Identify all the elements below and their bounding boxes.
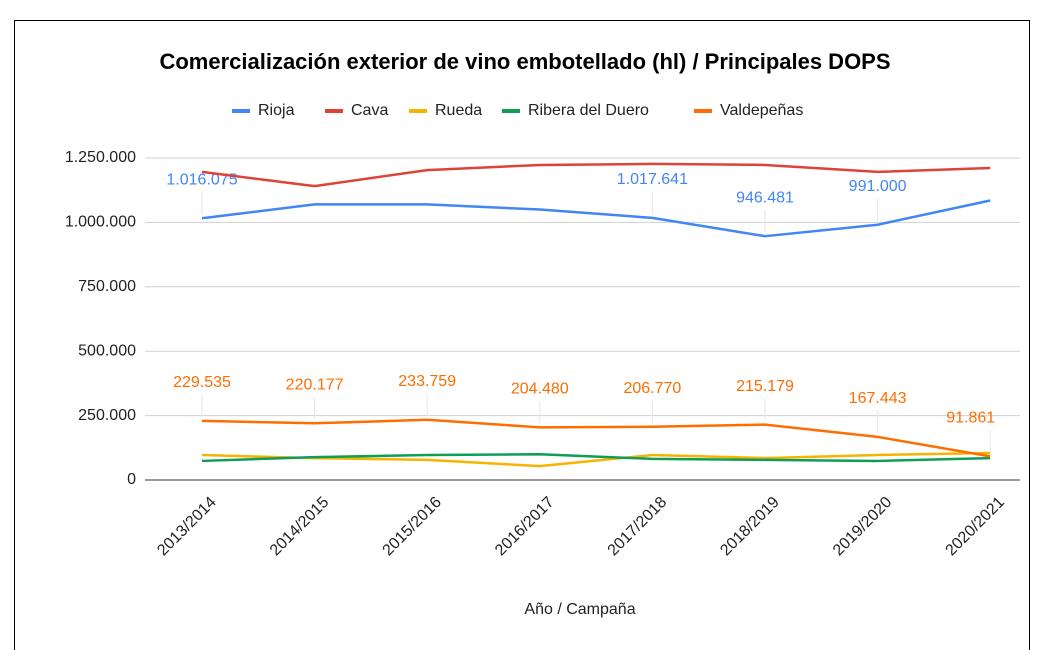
data-label: 233.759 [398, 373, 456, 390]
y-tick-label: 750.000 [78, 278, 136, 295]
legend-label: Rioja [258, 102, 295, 119]
data-label: 991.000 [849, 178, 907, 195]
data-label: 206.770 [623, 380, 681, 397]
y-tick-label: 250.000 [78, 407, 136, 424]
x-tick-label: 2013/2014 [154, 494, 220, 560]
x-tick-label: 2020/2021 [943, 494, 1009, 560]
legend-label: Cava [351, 102, 388, 119]
y-tick-label: 1.250.000 [65, 149, 136, 166]
series-line [201, 451, 991, 468]
x-tick-label: 2018/2019 [717, 494, 783, 560]
data-label: 1.016.075 [166, 171, 237, 188]
legend-label: Ribera del Duero [528, 102, 649, 119]
legend-label: Rueda [435, 102, 482, 119]
chart-title: Comercialización exterior de vino embote… [159, 49, 890, 74]
series-line [201, 199, 991, 238]
legend-label: Valdepeñas [720, 102, 803, 119]
data-label: 215.179 [736, 378, 794, 395]
data-label: 167.443 [849, 390, 907, 407]
x-tick-label: 2017/2018 [605, 494, 671, 560]
data-label: 1.017.641 [617, 171, 688, 188]
x-axis-label: Año / Campaña [524, 601, 635, 618]
x-tick-label: 2016/2017 [492, 494, 558, 560]
data-label: 204.480 [511, 381, 569, 398]
data-label: 220.177 [286, 377, 344, 394]
data-label: 229.535 [173, 374, 231, 391]
series-line [201, 418, 991, 458]
series-line [201, 162, 991, 188]
data-label: 91.861 [946, 410, 995, 427]
y-tick-label: 1.000.000 [65, 214, 136, 231]
y-tick-label: 500.000 [78, 342, 136, 359]
x-tick-label: 2015/2016 [380, 494, 446, 560]
data-label: 946.481 [736, 189, 794, 206]
x-tick-label: 2019/2020 [830, 494, 896, 560]
x-tick-label: 2014/2015 [267, 494, 333, 560]
series-line [201, 452, 991, 463]
y-tick-label: 0 [127, 471, 136, 488]
chart-frame [14, 20, 1030, 650]
